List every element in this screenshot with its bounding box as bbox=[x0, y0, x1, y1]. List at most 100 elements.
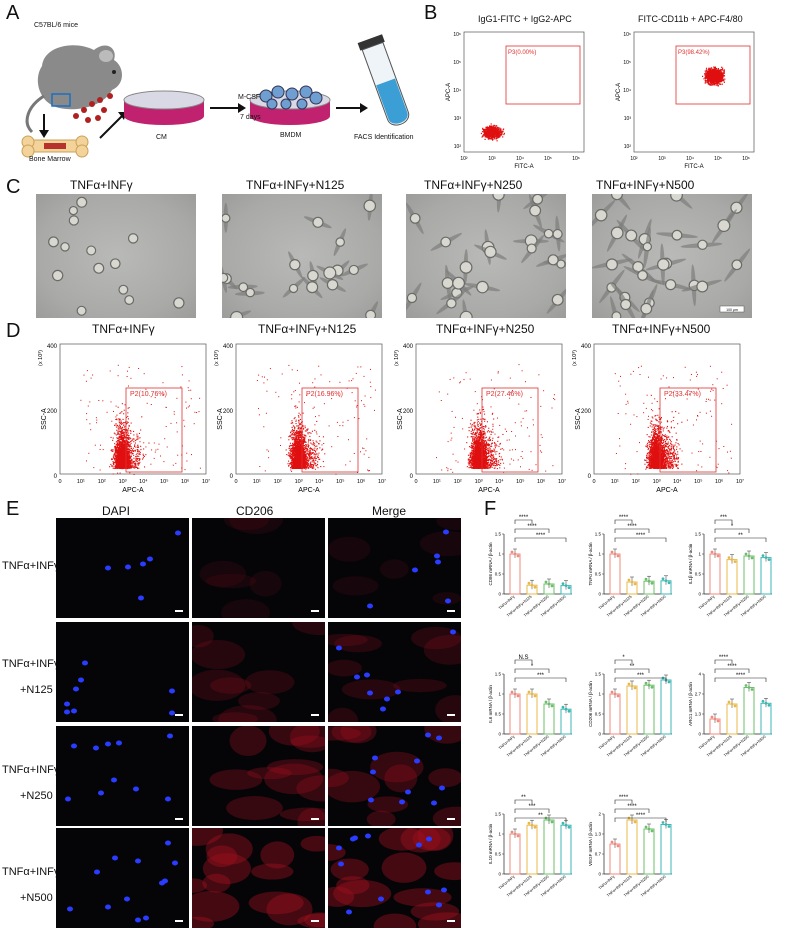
scale-bar bbox=[175, 818, 183, 820]
c-title-2: TNFα+INFγ+N125 bbox=[246, 178, 345, 192]
f-point bbox=[527, 581, 531, 585]
e-image-r4-c1 bbox=[56, 828, 189, 928]
f-sig-label: **** bbox=[636, 813, 646, 819]
d-gate bbox=[125, 387, 183, 473]
f-sig-label: * bbox=[731, 524, 734, 530]
f-sig-label: * bbox=[622, 655, 625, 661]
f-sig-label: * bbox=[531, 664, 534, 670]
f-sig-bracket bbox=[714, 537, 767, 542]
f-point bbox=[513, 832, 517, 836]
f-sig-label: **** bbox=[527, 524, 537, 530]
f-point bbox=[747, 686, 751, 689]
d-yexp: (x 10³) bbox=[572, 350, 578, 366]
f-ytick: 1 bbox=[598, 692, 601, 697]
d-xtick: 10⁶ bbox=[715, 478, 723, 485]
d-xtick: 0 bbox=[234, 479, 237, 485]
f-point bbox=[744, 684, 748, 687]
f-ytick: 0 bbox=[498, 732, 501, 737]
micrograph-cells: 100 μm bbox=[592, 194, 751, 318]
f-sig-bracket bbox=[714, 659, 733, 664]
d-gate bbox=[301, 387, 359, 473]
scale-bar bbox=[175, 610, 183, 612]
f-point bbox=[510, 550, 514, 554]
f-point bbox=[550, 704, 554, 708]
f-sig-bracket bbox=[514, 659, 533, 664]
d-ylabel: SSC-A bbox=[41, 408, 48, 430]
facs-label: FACS Identification bbox=[354, 134, 414, 141]
d-xlabel: APC-A bbox=[122, 487, 144, 494]
d-yexp: (x 10³) bbox=[394, 350, 400, 366]
d-ytick: 0 bbox=[410, 474, 414, 480]
f-bar bbox=[526, 824, 538, 875]
f-ytick: 0 bbox=[498, 872, 501, 877]
f-ytick: 1.5 bbox=[595, 532, 602, 537]
scale-bar bbox=[311, 714, 319, 716]
d-xtick: 10⁶ bbox=[537, 478, 545, 485]
f-sig-label: **** bbox=[536, 533, 546, 539]
b-flow-plot-isotype: P3(0.00%) 10² 10³ 10⁴ 10⁵ 10⁶ 10⁶ 10⁵ 10⁴ 10³ 10² F… bbox=[446, 31, 585, 170]
b-xtick: 10³ bbox=[658, 156, 666, 162]
f-sig-label: **** bbox=[719, 655, 729, 661]
d-ytick: 200 bbox=[47, 409, 58, 415]
d-xtick: 0 bbox=[592, 479, 595, 485]
f-point bbox=[761, 554, 765, 557]
d-xtick: 10⁴ bbox=[315, 478, 324, 485]
f-sig-bracket bbox=[614, 808, 650, 813]
d-scatter-points bbox=[80, 364, 201, 475]
d-ytick: 400 bbox=[223, 344, 234, 350]
f-bar bbox=[543, 819, 555, 875]
d-xtick: 10⁴ bbox=[673, 478, 682, 485]
f-ytick: 1.5 bbox=[695, 532, 702, 537]
d-xtick: 10¹ bbox=[433, 479, 441, 485]
e-image-r1-c1 bbox=[56, 518, 189, 618]
d-yexp: (x 10³) bbox=[214, 350, 220, 366]
d-ytick: 0 bbox=[54, 474, 58, 480]
f-ylabel: CD206 mRNA / β-actin bbox=[588, 681, 593, 727]
micrograph-cells bbox=[406, 194, 566, 318]
scale-bar bbox=[719, 305, 745, 313]
f-bar bbox=[626, 819, 638, 875]
b-ytick: 10⁴ bbox=[623, 88, 631, 94]
bone-marrow-label: Bone Marrow bbox=[29, 156, 71, 163]
f-point bbox=[513, 552, 517, 556]
f-point bbox=[533, 825, 537, 829]
workflow-diagram bbox=[21, 34, 410, 158]
f-ytick: 2.7 bbox=[695, 692, 702, 697]
f-point bbox=[516, 834, 520, 838]
f-point bbox=[633, 686, 637, 690]
f-ytick: 1 bbox=[498, 832, 501, 837]
days-label: 7 days bbox=[240, 114, 261, 121]
f-point bbox=[544, 580, 548, 584]
scale-bar bbox=[175, 714, 183, 716]
f-point bbox=[510, 830, 514, 834]
b-xlabel: FITC-A bbox=[684, 164, 703, 170]
b-plot2-title: FITC-CD11b + APC-F4/80 bbox=[638, 14, 743, 24]
f-ytick: 4 bbox=[698, 672, 701, 677]
e-row2-sub: +N125 bbox=[20, 684, 53, 696]
e-image-r1-c2 bbox=[192, 518, 325, 618]
panel-label-c: C bbox=[6, 176, 21, 198]
d-xlabel: APC-A bbox=[656, 487, 678, 494]
d-title-2: TNFα+INFγ+N125 bbox=[258, 322, 357, 336]
f-point bbox=[630, 684, 634, 688]
f-sig-label: **** bbox=[727, 664, 737, 670]
f-sig-bracket bbox=[614, 519, 633, 524]
f-point bbox=[644, 681, 648, 685]
b-xtick: 10⁶ bbox=[742, 156, 750, 162]
f-point bbox=[516, 554, 520, 558]
d-title-3: TNFα+INFγ+N250 bbox=[436, 322, 535, 336]
f-point bbox=[747, 554, 751, 558]
f-point bbox=[613, 692, 617, 696]
f-point bbox=[650, 685, 654, 689]
f-bar bbox=[509, 553, 521, 595]
mouse-icon bbox=[25, 45, 122, 134]
f-point bbox=[667, 825, 671, 828]
f-point bbox=[533, 585, 537, 589]
f-point bbox=[650, 581, 654, 585]
scale-bar bbox=[311, 610, 319, 612]
